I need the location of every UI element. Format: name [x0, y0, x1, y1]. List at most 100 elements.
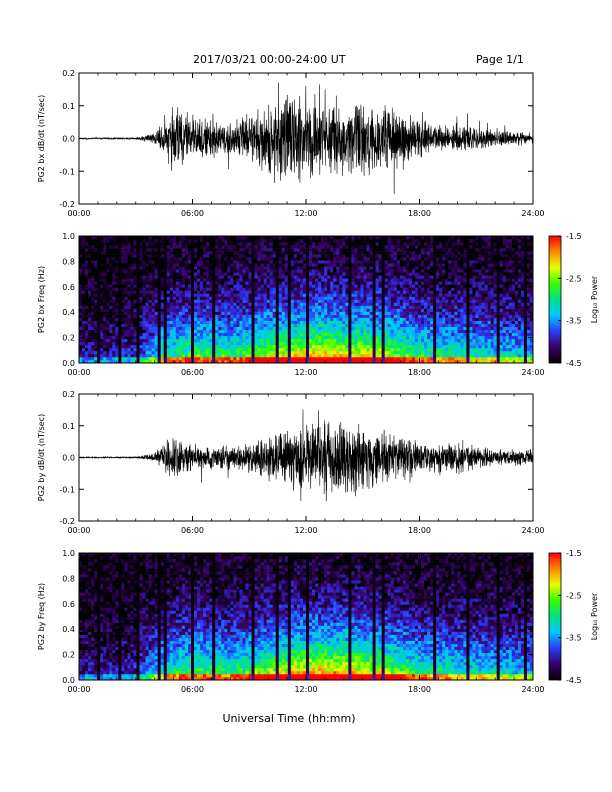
heatmap-cell [284, 305, 289, 309]
heatmap-cell [345, 332, 349, 337]
heatmap-cell [342, 275, 346, 279]
heatmap-cell [351, 332, 355, 337]
heatmap-cell [115, 353, 119, 358]
heatmap-cell [266, 350, 270, 355]
heatmap-cell [290, 272, 295, 276]
heatmap-cell [369, 314, 373, 318]
heatmap-cell [402, 341, 407, 346]
heatmap-cell [203, 359, 207, 364]
heatmap-cell [369, 350, 373, 355]
heatmap-cell [269, 284, 274, 288]
heatmap-cell [145, 257, 149, 261]
heatmap-cell [327, 302, 331, 306]
heatmap-cell [408, 332, 413, 337]
heatmap-cell [91, 260, 95, 264]
heatmap-cell [372, 308, 376, 312]
heatmap-cell [115, 335, 119, 340]
heatmap-cell [154, 284, 158, 288]
heatmap-cell [324, 263, 328, 267]
heatmap-cell [348, 332, 352, 337]
heatmap-cell [82, 287, 86, 291]
heatmap-cell [200, 257, 204, 261]
heatmap-cell [91, 314, 95, 318]
heatmap-cell [94, 236, 98, 240]
heatmap-cell [163, 305, 168, 309]
heatmap-cell [396, 341, 401, 346]
heatmap-cell [363, 314, 367, 318]
heatmap-cell [203, 245, 207, 249]
heatmap-cell [315, 284, 319, 288]
heatmap-cell [405, 266, 410, 270]
heatmap-cell [339, 305, 343, 309]
heatmap-cell [85, 329, 89, 334]
heatmap-cell [372, 332, 376, 337]
heatmap-cell [109, 236, 113, 240]
heatmap-cell [324, 272, 328, 276]
heatmap-cell [239, 257, 243, 261]
heatmap-cell [112, 293, 116, 297]
heatmap-cell [91, 251, 95, 255]
heatmap-cell [348, 284, 352, 288]
heatmap-cell [330, 359, 334, 364]
heatmap-cell [351, 314, 355, 318]
heatmap-cell [157, 272, 162, 276]
heatmap-cell [115, 314, 119, 318]
heatmap-cell [384, 293, 389, 297]
heatmap-cell [327, 329, 331, 334]
heatmap-cell [109, 242, 113, 246]
heatmap-cell [296, 266, 301, 270]
heatmap-cell [315, 299, 319, 303]
heatmap-cell [293, 275, 298, 279]
heatmap-cell [315, 257, 319, 261]
heatmap-cell [421, 347, 425, 352]
heatmap-cell [290, 293, 295, 297]
heatmap-cell [166, 257, 171, 261]
heatmap-cell [160, 254, 165, 258]
heatmap-cell [190, 332, 195, 337]
heatmap-cell [187, 263, 192, 267]
heatmap-cell [421, 344, 425, 349]
heatmap-cell [275, 296, 280, 300]
heatmap-cell [424, 335, 428, 340]
heatmap-cell [233, 329, 237, 334]
heatmap-cell [203, 314, 207, 318]
heatmap-cell [184, 359, 189, 364]
heatmap-cell [296, 290, 301, 294]
heatmap-cell [215, 275, 219, 279]
heatmap-cell [175, 320, 180, 324]
heatmap-cell [333, 278, 337, 282]
heatmap-cell [136, 260, 140, 264]
heatmap-cell [284, 254, 289, 258]
heatmap-cell [321, 239, 325, 243]
heatmap-cell [269, 341, 274, 346]
heatmap-cell [233, 269, 237, 273]
heatmap-cell [242, 251, 246, 255]
heatmap-cell [118, 335, 122, 340]
heatmap-cell [200, 353, 204, 358]
heatmap-cell [190, 284, 195, 288]
heatmap-cell [239, 287, 243, 291]
heatmap-cell [257, 239, 261, 243]
heatmap-cell [330, 353, 334, 358]
heatmap-cell [91, 239, 95, 243]
heatmap-cell [336, 287, 340, 291]
heatmap-cell [302, 242, 307, 246]
heatmap-cell [233, 293, 237, 297]
heatmap-cell [306, 350, 310, 355]
heatmap-cell [354, 332, 358, 337]
heatmap-cell [363, 263, 367, 267]
heatmap-cell [381, 242, 385, 246]
heatmap-cell [414, 260, 419, 264]
heatmap-cell [91, 341, 95, 346]
heatmap-cell [342, 320, 346, 324]
heatmap-cell [375, 356, 379, 361]
heatmap-cell [405, 284, 410, 288]
heatmap-cell [136, 317, 140, 321]
heatmap-cell [318, 248, 322, 252]
heatmap-cell [372, 284, 376, 288]
heatmap-cell [399, 344, 404, 349]
heatmap-cell [369, 344, 373, 349]
heatmap-cell [275, 284, 280, 288]
heatmap-cell [309, 338, 313, 343]
heatmap-cell [411, 302, 416, 306]
